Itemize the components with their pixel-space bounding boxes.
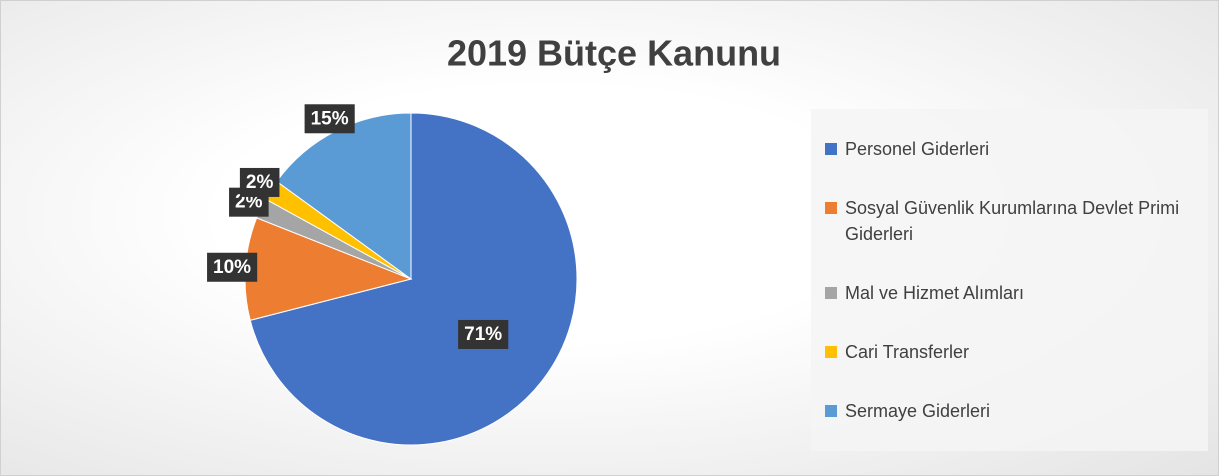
chart-title: 2019 Bütçe Kanunu — [447, 33, 781, 74]
legend-swatch — [825, 405, 837, 418]
legend-item: Sermaye Giderleri — [825, 398, 1195, 424]
data-label: 71% — [464, 324, 502, 345]
legend-swatch — [825, 142, 837, 155]
data-label: 10% — [213, 257, 251, 278]
legend-item: Sosyal Güvenlik Kurumlarına Devlet Primi… — [825, 195, 1195, 247]
legend-item: Mal ve Hizmet Alımları — [825, 280, 1195, 306]
pie-slice — [249, 112, 578, 446]
data-label: 2% — [246, 172, 274, 193]
legend-label: Personel Giderleri — [845, 138, 990, 159]
legend-swatch — [825, 286, 837, 299]
data-label-box — [304, 104, 355, 134]
legend-label: Sosyal Güvenlik Kurumlarına Devlet Primi… — [845, 197, 1180, 244]
legend-item: Cari Transferler — [825, 339, 1195, 365]
legend-label: Cari Transferler — [845, 342, 970, 363]
data-label: 15% — [311, 108, 349, 129]
data-label-box — [239, 167, 280, 197]
legend-swatch — [825, 201, 837, 214]
data-label-box — [207, 252, 258, 282]
legend-item: Personel Giderleri — [825, 136, 1195, 162]
legend-label: Mal ve Hizmet Alımları — [845, 282, 1025, 303]
data-label-box — [458, 319, 509, 349]
legend-label: Sermaye Giderleri — [845, 401, 991, 422]
legend: Personel Giderleri Sosyal Güvenlik Kuruml… — [811, 109, 1208, 451]
legend-swatch — [825, 346, 837, 359]
